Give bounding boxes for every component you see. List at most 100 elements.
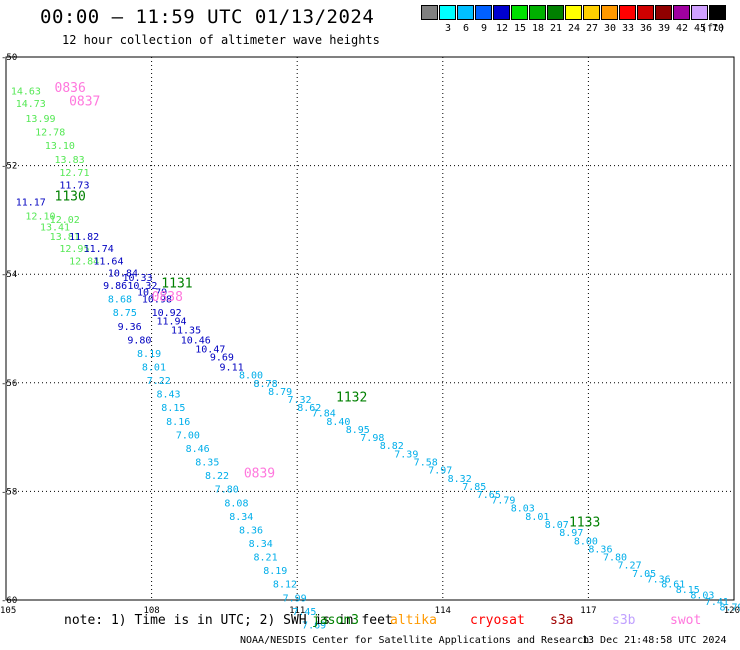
legend-swatch <box>691 5 708 20</box>
legend-label: 21 <box>549 23 563 34</box>
wave-height-point: 8.15 <box>161 403 185 414</box>
wave-height-point: 7.39 <box>394 449 418 460</box>
wave-height-point: 7.45 <box>292 607 316 618</box>
wave-height-point: 7.79 <box>491 496 515 507</box>
wave-height-point: 8.19 <box>137 349 161 360</box>
x-tick-label: 120 <box>724 606 740 616</box>
wave-height-point: 12.71 <box>59 168 89 179</box>
satellite-jason3: jason3 <box>312 613 359 628</box>
legend-swatch <box>637 5 654 20</box>
wave-height-point: 8.61 <box>661 580 685 591</box>
wave-height-point: 14.73 <box>16 99 46 110</box>
wave-height-point: 7.65 <box>477 490 501 501</box>
legend-swatch <box>457 5 474 20</box>
legend-swatch <box>565 5 582 20</box>
wave-height-point: 8.62 <box>297 403 321 414</box>
wave-height-point: 7.99 <box>283 593 307 604</box>
legend-label: 6 <box>462 23 470 34</box>
wave-height-point: 7.36 <box>647 574 671 585</box>
legend-swatch <box>601 5 618 20</box>
wave-height-point: 8.12 <box>273 580 297 591</box>
footer-note: note: 1) Time is in UTC; 2) SWH is in fe… <box>64 613 393 628</box>
wave-height-point: 8.07 <box>545 520 569 531</box>
legend-label: 3 <box>444 23 452 34</box>
legend-label: 15 <box>513 23 527 34</box>
y-tick-label: -60 <box>1 596 17 606</box>
wave-height-point: 8.40 <box>326 417 350 428</box>
wave-height-point: 8.82 <box>380 441 404 452</box>
pass-time-label: 1130 <box>55 189 86 204</box>
wave-height-point: 10.32 <box>127 281 157 292</box>
wave-height-point: 10.79 <box>137 288 167 299</box>
wave-height-point: 8.34 <box>249 539 273 550</box>
legend-unit: (ft) <box>701 23 726 34</box>
wave-height-point: 10.92 <box>152 308 182 319</box>
wave-height-point: 8.21 <box>254 553 278 564</box>
legend-swatch <box>493 5 510 20</box>
wave-height-point: 9.69 <box>210 353 234 364</box>
wave-height-point: 12.02 <box>50 215 80 226</box>
legend-label: 30 <box>603 23 617 34</box>
wave-height-point: 13.81 <box>50 232 80 243</box>
wave-height-point: 8.35 <box>195 458 219 469</box>
wave-height-point: 10.33 <box>122 273 152 284</box>
wave-height-point: 8.08 <box>224 498 248 509</box>
legend-label: 9 <box>480 23 488 34</box>
plot-frame <box>5 56 735 601</box>
wave-height-point: 8.36 <box>588 544 612 555</box>
chart-title: 00:00 – 11:59 UTC 01/13/2024 <box>40 6 375 28</box>
wave-height-point: 11.35 <box>171 326 201 337</box>
wave-height-point: 7.32 <box>287 395 311 406</box>
pass-time-label: 1132 <box>336 390 367 405</box>
wave-height-point: 8.32 <box>448 474 472 485</box>
wave-height-point: 8.79 <box>719 603 740 614</box>
wave-height-point: 8.79 <box>268 387 292 398</box>
legend-label: 39 <box>657 23 671 34</box>
wave-height-point: 11.73 <box>59 181 89 192</box>
wave-height-point: 8.43 <box>156 390 180 401</box>
wave-height-point: 7.41 <box>705 597 729 608</box>
wave-height-point: 9.11 <box>220 363 244 374</box>
wave-height-point: 8.95 <box>346 425 370 436</box>
wave-height-point: 8.01 <box>142 363 166 374</box>
legend-label: 12 <box>495 23 509 34</box>
pass-time-label: 0838 <box>152 290 183 305</box>
legend-swatch <box>475 5 492 20</box>
wave-height-point: 7.58 <box>414 458 438 469</box>
wave-height-point: 7.98 <box>360 433 384 444</box>
wave-height-point: 9.80 <box>127 335 151 346</box>
wave-height-point: 8.75 <box>113 308 137 319</box>
legend-label: 42 <box>675 23 689 34</box>
x-tick-label: 111 <box>289 606 305 616</box>
wave-height-point: 10.84 <box>108 269 138 280</box>
satellite-s3b: s3b <box>612 613 636 628</box>
satellite-s3a: s3a <box>550 613 574 628</box>
wave-height-point: 8.34 <box>229 512 253 523</box>
pass-time-label: 1133 <box>569 515 600 530</box>
wave-height-point: 12.78 <box>35 127 65 138</box>
wave-height-point: 12.10 <box>25 212 55 223</box>
wave-height-point: 7.80 <box>603 553 627 564</box>
legend-swatch <box>511 5 528 20</box>
wave-height-point: 8.15 <box>676 585 700 596</box>
pass-time-label: 0836 <box>55 81 86 96</box>
wave-height-point: 13.10 <box>45 141 75 152</box>
x-tick-label: 117 <box>580 606 596 616</box>
wave-height-point: 7.84 <box>312 409 336 420</box>
wave-height-point: 11.82 <box>69 232 99 243</box>
wave-height-point: 11.64 <box>93 257 123 268</box>
legend-label: 27 <box>585 23 599 34</box>
wave-height-point: 8.97 <box>559 528 583 539</box>
wave-height-point: 10.47 <box>195 345 225 356</box>
legend-label: 45 <box>693 23 707 34</box>
wave-height-point: 7.69 <box>302 620 326 631</box>
wave-height-point: 13.41 <box>40 222 70 233</box>
legend-swatch <box>583 5 600 20</box>
wave-height-point: 14.63 <box>11 87 41 98</box>
legend-swatch <box>655 5 672 20</box>
wave-height-point: 12.84 <box>69 257 99 268</box>
legend-swatch <box>547 5 564 20</box>
wave-height-point: 7.80 <box>215 485 239 496</box>
y-tick-label: -58 <box>1 487 17 497</box>
